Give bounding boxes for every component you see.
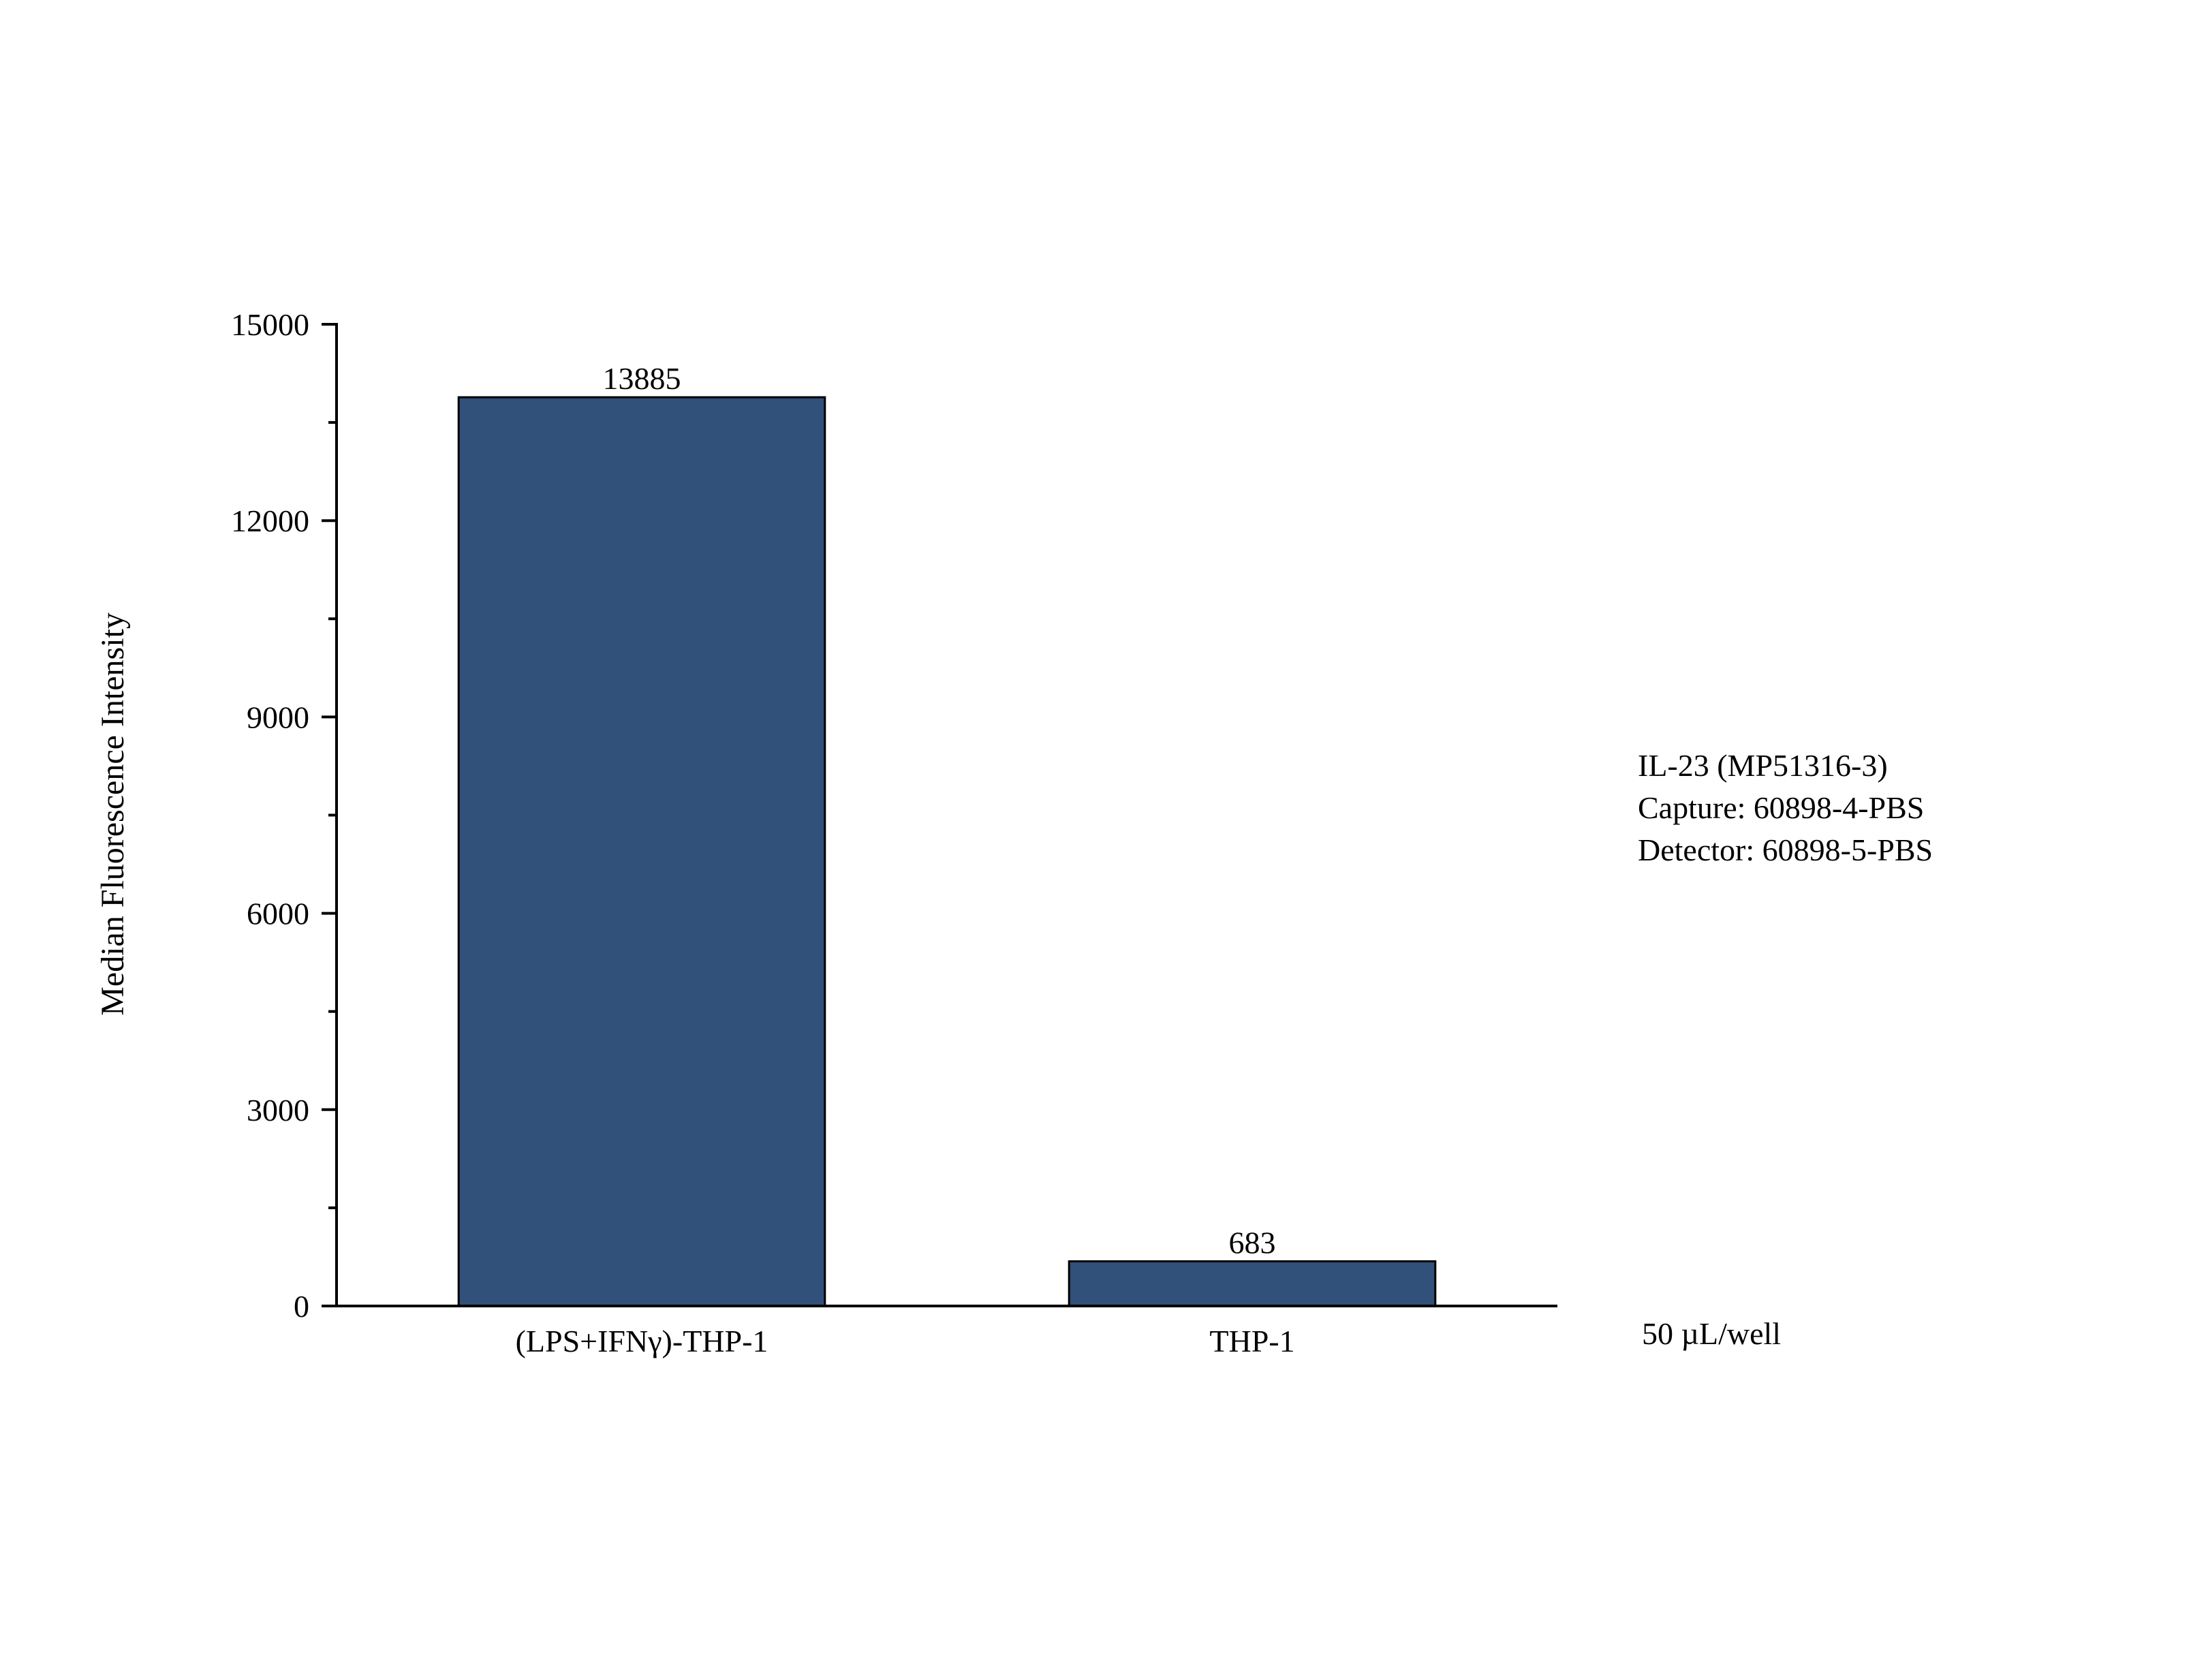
x-tick-label-2: THP-1 (1209, 1324, 1294, 1358)
bar-2 (1068, 1260, 1437, 1307)
data-label-1: 13885 (603, 361, 681, 396)
y-tick-label-4: 12000 (231, 503, 309, 538)
y-tick-label-3: 9000 (247, 700, 309, 734)
annotation-line-1: IL-23 (MP51316-3) (1638, 748, 1888, 783)
annotation-line-2: Capture: 60898-4-PBS (1638, 790, 1924, 825)
annotation-line-3: Detector: 60898-5-PBS (1638, 833, 1933, 867)
y-tick-label-2: 6000 (247, 897, 309, 931)
y-tick-label-1: 3000 (247, 1093, 309, 1127)
footnote-volume: 50 µL/well (1642, 1316, 1781, 1351)
y-tick-label-0: 0 (294, 1289, 309, 1324)
x-tick-label-1: (LPS+IFNγ)-THP-1 (516, 1324, 768, 1358)
y-axis-label: Median Fluorescence Intensity (95, 612, 131, 1016)
data-label-2: 683 (1229, 1225, 1276, 1260)
annotation-block: IL-23 (MP51316-3) Capture: 60898-4-PBS D… (1638, 748, 1933, 867)
bar-1 (457, 396, 826, 1307)
y-tick-label-5: 15000 (231, 307, 309, 342)
